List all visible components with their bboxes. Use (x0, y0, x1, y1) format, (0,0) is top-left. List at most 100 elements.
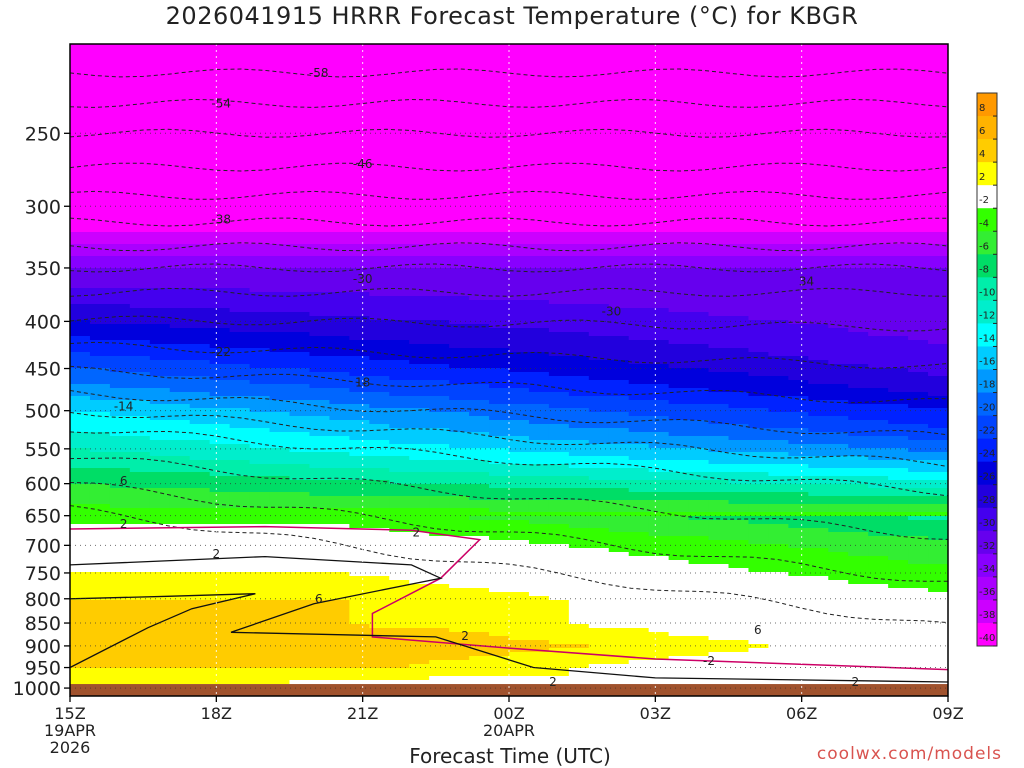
colorbar-swatch (977, 93, 997, 117)
colorbar-label: -40 (979, 633, 995, 644)
colorbar-label: -30 (979, 518, 995, 529)
contour-label: 2 (120, 517, 128, 531)
colorbar-label: -34 (979, 564, 995, 575)
colorbar-label: -20 (979, 403, 995, 414)
colorbar-swatch (977, 139, 997, 163)
y-tick-label: 950 (25, 658, 61, 680)
colorbar-label: -2 (979, 195, 989, 206)
contour-label: 18 (355, 376, 370, 390)
contour-label: -22 (211, 345, 231, 359)
y-tick-label: 250 (25, 123, 61, 145)
colorbar-swatch (977, 300, 997, 324)
contour-label: -30 (602, 304, 622, 318)
colorbar-swatch (977, 553, 997, 578)
colorbar: 8 6 4 2 -2 -4 -6 -8 -10 -12 -14 -16 -18 -20 -22 -24 -26 -… (976, 92, 998, 647)
colorbar-label: -26 (979, 472, 995, 483)
colorbar-label: 4 (979, 149, 985, 160)
x-tick-sublabel: 20APR (483, 721, 535, 740)
colorbar-swatch (977, 162, 997, 186)
y-tick-label: 500 (25, 401, 61, 423)
colorbar-swatch (977, 254, 997, 278)
y-tick-label: 850 (25, 613, 61, 635)
ground-surface (70, 684, 948, 696)
warm-contour (70, 593, 256, 669)
colorbar-swatch (977, 392, 997, 417)
y-tick-label: 600 (25, 474, 61, 496)
colorbar-label: -6 (979, 241, 989, 252)
colorbar-swatch (977, 530, 997, 555)
x-tick-label: 15Z (54, 704, 85, 723)
contour-label: -58 (309, 66, 329, 80)
colorbar-label: -4 (979, 218, 989, 229)
credit-link[interactable]: coolwx.com/models (816, 744, 1002, 764)
contour-line (70, 365, 948, 404)
x-tick-label: 21Z (347, 704, 378, 723)
contour-label: 34 (799, 274, 814, 288)
warm-contour (70, 555, 948, 683)
x-tick-sublabel: 19APR (44, 721, 96, 740)
colorbar-label: -38 (979, 610, 995, 621)
y-tick-label: 900 (25, 636, 61, 658)
contour-label: 2 (461, 629, 469, 643)
contour-label: 6 (120, 474, 128, 488)
colorbar-swatch (977, 622, 997, 647)
contour-label: -54 (211, 96, 231, 110)
contour-label: -30 (353, 272, 373, 286)
colorbar-label: -22 (979, 426, 995, 437)
contour-label: -46 (353, 157, 373, 171)
contour-label: 2 (213, 547, 221, 561)
colorbar-label: -18 (979, 380, 995, 391)
y-tick-label: 350 (25, 258, 61, 280)
temperature-field (70, 44, 948, 696)
y-tick-label: 300 (25, 196, 61, 218)
colorbar-swatch (977, 323, 997, 347)
colorbar-swatch (977, 369, 997, 394)
colorbar-label: 2 (979, 172, 985, 183)
contour-label: 6 (754, 623, 762, 637)
y-tick-label: 400 (25, 311, 61, 333)
contour-line (70, 411, 948, 468)
colorbar-swatch (977, 185, 997, 209)
chart-title: 2026041915 HRRR Forecast Temperature (°C… (165, 2, 859, 30)
colorbar-swatch (977, 507, 997, 532)
colorbar-label: -14 (979, 333, 995, 344)
colorbar-label: -8 (979, 264, 989, 275)
contour-label: 2 (549, 675, 557, 689)
contour-label: -38 (211, 212, 231, 226)
colorbar-label: -36 (979, 587, 995, 598)
contour-label: 6 (315, 592, 323, 606)
contour-label: -2 (703, 654, 715, 668)
colorbar-label: -12 (979, 310, 995, 321)
colorbar-swatch (977, 599, 997, 624)
colorbar-swatch (977, 461, 997, 486)
colorbar-swatch (977, 438, 997, 463)
x-axis-title: Forecast Time (UTC) (409, 744, 611, 768)
colorbar-swatch (977, 484, 997, 509)
y-tick-label: 700 (25, 535, 61, 557)
freezing-contour (70, 525, 948, 671)
colorbar-label: -32 (979, 541, 995, 552)
contour-label: 2 (413, 526, 421, 540)
colorbar-label: 8 (979, 103, 985, 114)
y-tick-label: 550 (25, 439, 61, 461)
x-tick-label: 03Z (640, 704, 671, 723)
colorbar-swatch (977, 576, 997, 601)
y-tick-label: 450 (25, 359, 61, 381)
y-tick-label: 1000 (13, 678, 61, 700)
x-tick-label: 09Z (932, 704, 963, 723)
y-tick-label: 650 (25, 506, 61, 528)
x-tick-label: 06Z (786, 704, 817, 723)
y-axis: 2503003504004505005506006507007508008509… (13, 123, 70, 700)
colorbar-label: -10 (979, 287, 995, 298)
colorbar-label: 6 (979, 126, 985, 137)
colorbar-swatch (977, 116, 997, 140)
colorbar-swatch (977, 231, 997, 255)
contour-label: 2 (852, 675, 860, 689)
x-tick-label: 00Z (493, 704, 524, 723)
colorbar-swatch (977, 346, 997, 370)
x-tick-label: 18Z (201, 704, 232, 723)
colorbar-label: -16 (979, 357, 995, 368)
